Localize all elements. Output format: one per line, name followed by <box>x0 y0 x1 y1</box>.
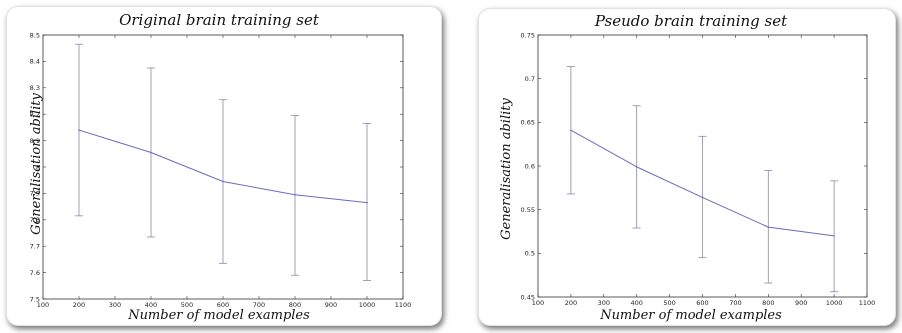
x-tick-label: 100 <box>532 299 544 307</box>
x-tick-label: 600 <box>696 299 708 307</box>
x-tick-label: 1100 <box>859 299 876 307</box>
x-axis-label: Number of model examples <box>599 308 782 323</box>
x-tick-label: 900 <box>795 299 807 307</box>
data-point <box>150 151 152 154</box>
y-tick-label: 0.7 <box>525 75 535 83</box>
x-tick-label: 900 <box>325 301 337 309</box>
x-tick-label: 300 <box>109 301 121 309</box>
x-tick-label: 800 <box>762 299 774 307</box>
y-tick-label: 7.7 <box>30 243 40 251</box>
x-tick-label: 200 <box>565 299 577 307</box>
x-tick-label: 500 <box>181 301 193 309</box>
y-tick-label: 8 <box>36 163 40 171</box>
x-tick-label: 700 <box>253 301 265 309</box>
y-tick-label: 0.65 <box>521 119 535 127</box>
data-point <box>366 201 368 204</box>
x-tick-label: 100 <box>37 301 49 309</box>
data-point <box>78 129 80 131</box>
y-tick-label: 8.1 <box>30 137 40 145</box>
x-tick-label: 800 <box>289 301 301 309</box>
y-tick-label: 7.8 <box>30 216 40 224</box>
x-tick-label: 1000 <box>826 299 843 307</box>
x-tick-label: 300 <box>598 299 610 307</box>
x-axis-label: Number of model examples <box>127 308 310 323</box>
chart-title: Original brain training set <box>119 11 320 29</box>
x-tick-label: 600 <box>217 301 229 309</box>
data-point <box>570 129 572 131</box>
chart-original: Original brain training set Number of mo… <box>29 11 412 323</box>
data-point <box>635 166 638 168</box>
x-tick-label: 1000 <box>359 301 376 309</box>
chart-panel-pseudo: Pseudo brain training set Number of mode… <box>478 8 896 326</box>
y-tick-label: 0.6 <box>525 162 535 170</box>
y-axis-label: Generalisation ability <box>499 98 514 240</box>
chart-title: Pseudo brain training set <box>594 12 788 30</box>
data-point <box>701 196 704 199</box>
y-tick-label: 0.5 <box>525 250 535 258</box>
chart-panel-original: Original brain training set Number of mo… <box>6 6 442 326</box>
y-tick-label: 8.4 <box>30 58 40 66</box>
y-tick-label: 7.5 <box>30 295 40 303</box>
chart-pseudo: Pseudo brain training set Number of mode… <box>499 12 876 323</box>
y-tick-label: 0.55 <box>521 206 535 214</box>
x-tick-label: 400 <box>630 299 642 307</box>
y-tick-label: 0.75 <box>521 31 535 39</box>
data-point <box>767 226 770 228</box>
y-tick-label: 7.9 <box>30 190 40 198</box>
x-tick-label: 1100 <box>395 301 412 309</box>
y-tick-label: 8.5 <box>30 31 40 39</box>
y-tick-label: 8.2 <box>30 111 40 119</box>
y-tick-label: 7.6 <box>30 269 40 277</box>
data-point <box>833 235 835 237</box>
x-tick-label: 200 <box>73 301 85 309</box>
y-tick-label: 8.3 <box>30 84 40 92</box>
x-tick-label: 700 <box>729 299 741 307</box>
data-point <box>294 193 296 196</box>
y-tick-label: 0.45 <box>521 293 535 301</box>
data-point <box>222 180 224 183</box>
y-axis-label: Generalisation ability <box>29 93 44 235</box>
x-tick-label: 500 <box>663 299 675 307</box>
x-tick-label: 400 <box>145 301 157 309</box>
